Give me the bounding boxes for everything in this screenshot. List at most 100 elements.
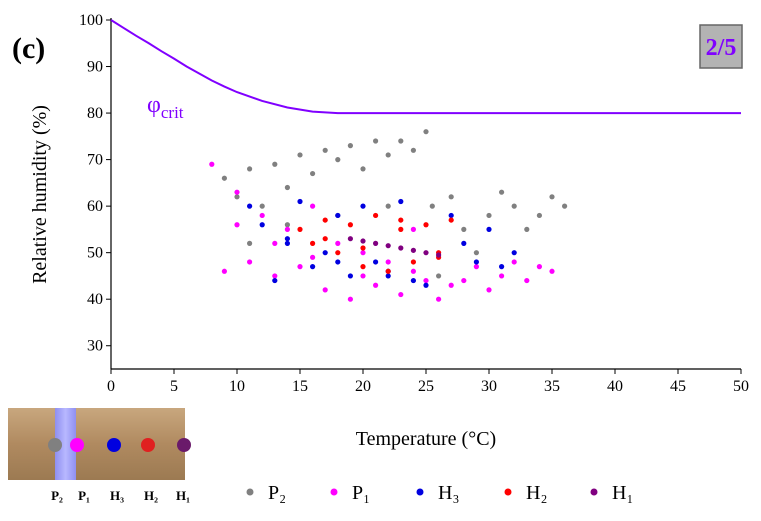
legend-marker	[590, 488, 598, 496]
legend-marker	[330, 488, 338, 496]
point	[347, 296, 353, 302]
point	[373, 282, 379, 288]
point	[347, 273, 353, 279]
inset-wall	[8, 408, 185, 480]
point	[423, 282, 429, 288]
series	[221, 129, 568, 279]
point	[335, 212, 341, 219]
point	[310, 264, 316, 270]
point	[410, 277, 416, 284]
point	[549, 194, 555, 200]
point	[486, 287, 492, 293]
series	[209, 161, 555, 302]
point	[499, 264, 505, 270]
point	[310, 203, 316, 209]
legend-label: H₁	[612, 482, 633, 504]
legend-marker	[246, 488, 254, 496]
point	[272, 273, 278, 279]
point	[247, 240, 253, 246]
series	[347, 236, 442, 258]
x-tick-label: 5	[170, 378, 178, 395]
point	[297, 264, 303, 270]
point	[259, 203, 265, 209]
x-tick-label: 40	[607, 378, 623, 395]
point	[259, 212, 265, 219]
point	[297, 226, 303, 232]
point	[524, 277, 530, 284]
point	[549, 268, 555, 274]
point	[234, 222, 240, 228]
point	[221, 175, 227, 181]
series	[297, 212, 454, 274]
inset-layer	[55, 408, 76, 480]
curve-label-sub: crit	[161, 103, 184, 122]
point	[398, 138, 404, 144]
point	[360, 203, 366, 209]
point	[322, 217, 328, 223]
point	[322, 236, 328, 242]
series	[247, 198, 517, 288]
x-tick-label: 20	[355, 378, 371, 395]
inset-dot	[70, 438, 84, 452]
point	[284, 226, 290, 232]
point	[429, 203, 435, 209]
y-axis-label: Relative humidity (%)	[29, 105, 51, 284]
x-tick-label: 15	[292, 378, 308, 395]
x-tick-label: 35	[544, 378, 560, 395]
inset-dot	[48, 438, 62, 452]
point	[360, 238, 366, 244]
point	[360, 250, 366, 256]
point	[448, 217, 454, 223]
point	[373, 259, 379, 265]
inset-label: H₃	[110, 488, 124, 503]
point	[385, 243, 391, 249]
point	[423, 129, 429, 135]
point	[272, 161, 278, 167]
point	[385, 273, 391, 279]
point	[461, 226, 467, 232]
x-tick-label: 0	[107, 378, 115, 395]
point	[335, 157, 341, 163]
point	[524, 226, 530, 232]
point	[410, 268, 416, 274]
point	[410, 226, 416, 232]
x-tick-label: 50	[733, 378, 749, 395]
curve-label-symbol: φ	[147, 92, 161, 118]
point	[297, 198, 303, 205]
point	[272, 240, 278, 246]
point	[423, 222, 429, 228]
point	[284, 236, 290, 242]
point	[322, 287, 328, 293]
point	[562, 203, 568, 209]
inset-dot	[107, 438, 121, 452]
point	[436, 296, 442, 302]
point	[448, 194, 454, 200]
point	[247, 259, 253, 265]
curve-label: φcrit	[147, 92, 184, 122]
point	[360, 166, 366, 172]
x-tick-label: 30	[481, 378, 497, 395]
point	[347, 222, 353, 228]
point	[335, 240, 341, 246]
point	[347, 143, 353, 149]
y-tick-label: 90	[87, 59, 103, 76]
legend-label: H₂	[526, 482, 547, 504]
point	[373, 240, 379, 246]
point	[486, 212, 492, 219]
y-tick-label: 60	[87, 198, 103, 215]
point	[511, 259, 517, 265]
point	[259, 222, 265, 228]
y-tick-label: 70	[87, 152, 103, 169]
point	[448, 212, 454, 219]
point	[360, 245, 366, 251]
x-tick-label: 10	[229, 378, 245, 395]
y-tick-label: 100	[79, 12, 103, 29]
point	[385, 268, 391, 274]
inset-label: P₁	[78, 488, 90, 503]
point	[335, 259, 341, 265]
point	[536, 212, 543, 219]
point	[398, 291, 404, 298]
x-tick-label: 25	[418, 378, 434, 395]
point	[247, 203, 253, 209]
